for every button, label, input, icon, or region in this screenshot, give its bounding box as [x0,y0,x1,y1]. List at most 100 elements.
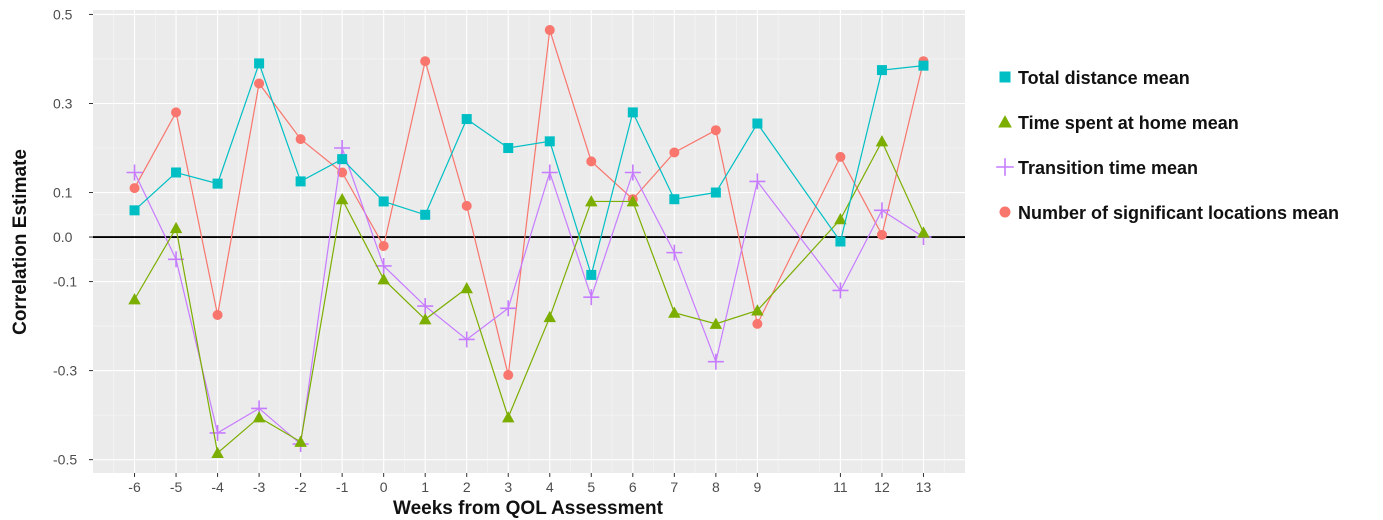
x-tick-label: 6 [629,479,637,495]
circle-marker [999,206,1011,218]
square-marker [461,114,472,125]
circle-marker [171,107,182,118]
triangle-marker [211,446,224,458]
square-marker [710,187,721,198]
square-marker [752,118,763,129]
legend-label: Total distance mean [1018,68,1190,88]
square-marker [171,167,182,178]
x-tick-label: 1 [421,479,429,495]
square-marker [420,209,431,220]
triangle-marker [875,135,889,147]
circle-marker [254,78,265,89]
circle-marker [835,151,846,162]
series-number-of-significant-locations-mean [129,25,929,381]
square-marker [212,178,223,189]
triangle-marker [834,212,847,225]
square-marker [835,236,846,247]
triangle-marker [626,195,640,207]
triangle-marker [335,192,349,205]
triangle-marker [917,226,930,238]
square-marker [876,65,887,76]
legend-label: Number of significant locations mean [1018,203,1339,223]
y-tick-label: 0.5 [53,6,73,22]
series-group [126,25,932,458]
y-axis-ticks: 0.5 0.3 0.1 0.0 -0.1 -0.3 -0.5 [53,6,93,468]
legend: Total distance mean Time spent at home me… [996,68,1339,223]
triangle-marker [709,317,723,329]
x-tick-label: -3 [253,479,266,495]
y-tick-label: 0.3 [53,95,73,111]
triangle-marker [128,293,141,305]
circle-marker [586,156,597,167]
square-marker [544,136,555,147]
triangle-marker [460,281,473,294]
circle-marker [503,370,514,381]
square-marker [669,194,680,205]
circle-marker [544,25,555,36]
legend-label: Transition time mean [1018,158,1198,178]
x-tick-label: -6 [128,479,141,495]
y-axis-title: Correlation Estimate [10,149,31,335]
circle-marker [129,183,140,194]
y-tick-label: -0.1 [53,274,77,290]
triangle-marker [501,411,515,423]
square-marker [129,205,140,216]
x-tick-label: 9 [753,479,761,495]
circle-marker [461,200,472,211]
triangle-marker [998,115,1012,128]
y-tick-label: 0.1 [53,185,73,201]
triangle-marker [377,273,390,285]
x-axis-ticks: -6 -5 -4 -3 -2 -1 0 1 2 3 4 5 6 7 8 9 11 12 13 [128,473,931,495]
legend-item: Time spent at home mean [998,113,1239,133]
triangle-marker [668,306,681,318]
legend-item: Number of significant locations mean [999,203,1339,223]
x-tick-label: -2 [294,479,307,495]
series-total-distance-mean [129,58,929,280]
x-tick-label: -5 [170,479,183,495]
square-marker [254,58,265,69]
triangle-marker [543,310,557,323]
x-tick-label: 3 [504,479,512,495]
circle-marker [295,134,306,145]
x-tick-label: -1 [336,479,349,495]
square-marker [503,143,514,154]
square-marker [627,107,638,118]
y-tick-label: 0.0 [53,229,73,245]
series-transition-time-mean [126,140,932,453]
x-tick-label: 0 [380,479,388,495]
square-marker [337,154,348,165]
x-tick-label: 12 [874,479,890,495]
y-tick-label: -0.5 [53,452,77,468]
series-time-spent-at-home-mean [128,135,930,458]
circle-marker [710,125,721,136]
x-tick-label: 8 [712,479,720,495]
triangle-marker [418,313,432,325]
x-tick-label: 2 [463,479,471,495]
circle-marker [669,147,680,158]
circle-marker [420,56,431,67]
x-tick-label: 4 [546,479,554,495]
legend-label: Time spent at home mean [1018,113,1239,133]
square-marker [295,176,306,187]
circle-marker [876,229,887,240]
triangle-marker [169,221,183,234]
square-marker [378,196,389,207]
x-tick-label: -4 [211,479,224,495]
y-tick-label: -0.3 [53,363,77,379]
x-tick-label: 11 [833,479,848,495]
circle-marker [378,240,389,251]
x-tick-label: 5 [587,479,595,495]
square-marker [918,60,929,71]
triangle-marker [751,304,764,316]
legend-item: Total distance mean [999,68,1190,88]
x-tick-label: 13 [916,479,932,495]
triangle-marker [294,435,307,447]
square-marker [999,71,1011,83]
grid-lines [93,10,965,473]
triangle-marker [585,195,598,207]
circle-marker [752,318,763,329]
square-marker [586,269,597,280]
x-axis-title: Weeks from QOL Assessment [393,498,664,519]
x-tick-label: 7 [670,479,678,495]
